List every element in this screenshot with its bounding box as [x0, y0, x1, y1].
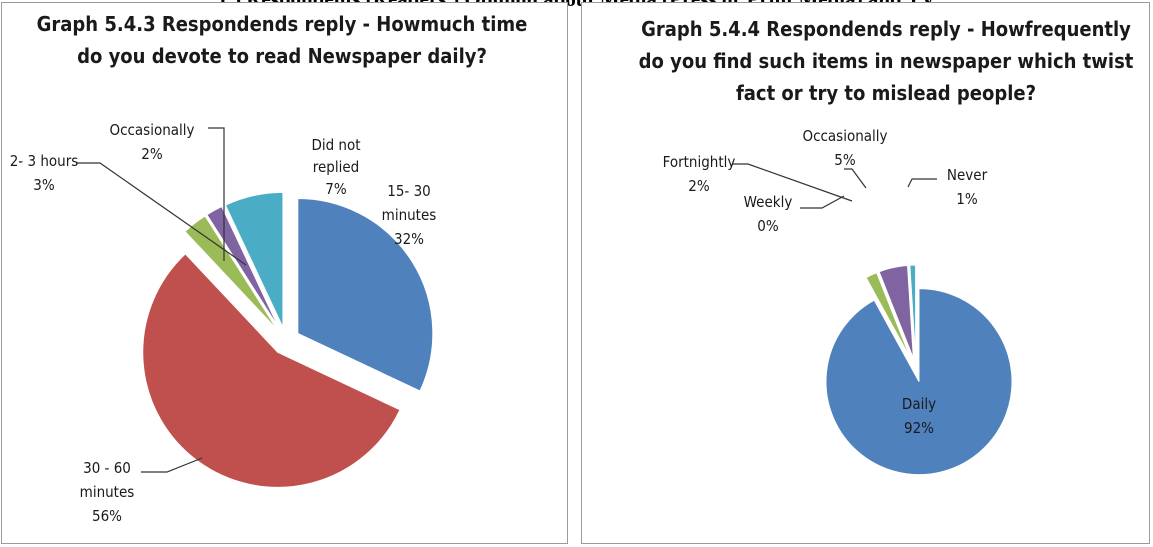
pie-chart-misleading-frequency: Graph 5.4.4 Respondends reply - Howfrequ… — [639, 17, 1134, 476]
chart-panel-misleading-frequency: Graph 5.4.4 Respondends reply - Howfrequ… — [581, 2, 1150, 544]
chart-title: do you devote to read Newspaper daily? — [77, 44, 487, 68]
pie-slice — [878, 264, 914, 359]
leader-line — [844, 168, 867, 189]
slice-value-label: 32% — [394, 230, 424, 248]
pie-slice — [865, 272, 912, 360]
leader-line — [208, 127, 225, 261]
chart-title: fact or try to mislead people? — [736, 81, 1036, 105]
pie-slice — [825, 288, 1013, 476]
chart-title: Graph 5.4.3 Respondends reply - Howmuch … — [37, 12, 528, 36]
slice-category-label: Occasionally — [802, 127, 887, 145]
slice-value-label: 3% — [33, 176, 55, 194]
leader-line — [141, 457, 203, 473]
slice-category-label: 30 - 60 — [83, 459, 131, 477]
slice-category-label: Fortnightly — [663, 153, 736, 171]
leader-line — [907, 178, 937, 188]
slice-value-label: 1% — [956, 190, 978, 208]
slice-value-label: 5% — [834, 151, 856, 169]
pie-chart-time-spent: Graph 5.4.3 Respondends reply - Howmuch … — [10, 12, 528, 525]
slice-value-label: 56% — [92, 507, 122, 525]
chart-panel-time-spent: Graph 5.4.3 Respondends reply - Howmuch … — [1, 2, 568, 544]
pie-slice — [142, 253, 401, 488]
slice-value-label: 92% — [904, 419, 934, 437]
chart-title: Graph 5.4.4 Respondends reply - Howfrequ… — [641, 17, 1131, 41]
slice-category-label: Did not — [311, 136, 360, 154]
pie-slice — [206, 205, 280, 329]
pie-slice — [909, 264, 917, 359]
chart-title: do you find such items in newspaper whic… — [639, 49, 1134, 73]
slice-category-label: Weekly — [744, 193, 793, 211]
slice-category-label: replied — [313, 158, 359, 176]
slice-value-label: 2% — [688, 177, 710, 195]
pie-slice — [184, 215, 278, 331]
pie-slice — [224, 191, 284, 328]
leader-line — [732, 163, 853, 202]
slice-category-label: minutes — [382, 206, 437, 224]
slice-value-label: 2% — [141, 145, 163, 163]
slice-category-label: Daily — [902, 395, 936, 413]
pie-slice — [297, 197, 434, 392]
slice-category-label: minutes — [80, 483, 135, 501]
slice-category-label: 15- 30 — [387, 182, 431, 200]
page-heading: 5.5 Respondents (Readers') Opinion about… — [0, 0, 1153, 12]
slice-value-label: 0% — [757, 217, 779, 235]
leader-line — [76, 162, 247, 266]
slice-category-label: 2- 3 hours — [10, 152, 79, 170]
slice-value-label: 7% — [325, 180, 347, 198]
slice-category-label: Never — [947, 166, 988, 184]
slice-category-label: Occasionally — [109, 121, 194, 139]
leader-line — [800, 195, 845, 209]
